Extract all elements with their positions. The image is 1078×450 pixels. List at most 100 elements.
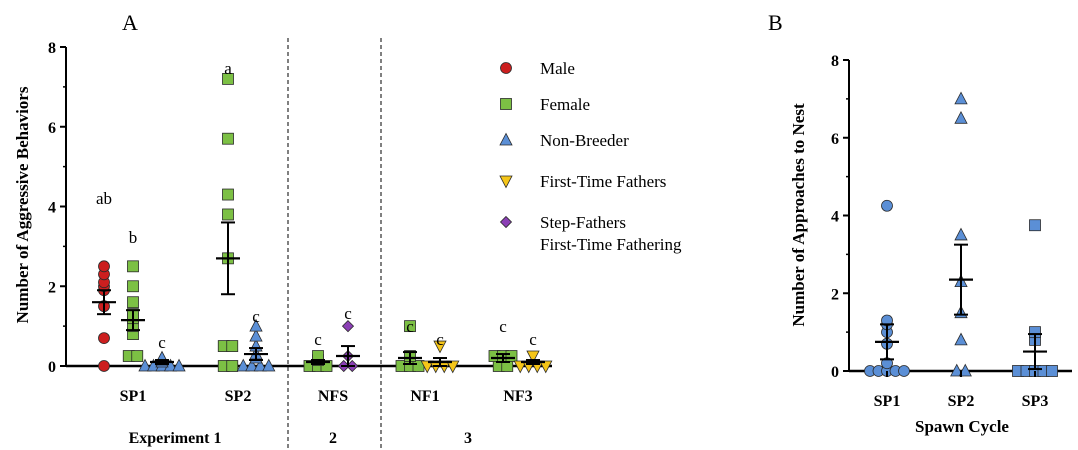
- significance-letter: c: [158, 333, 166, 352]
- legend-marker-step-fathers: [499, 215, 513, 229]
- significance-letter: c: [406, 317, 414, 336]
- panel-a-y-tick-label: 0: [48, 359, 56, 376]
- panel-b-y-tick-label: 8: [831, 53, 839, 70]
- panel-b-y-tick-label: 2: [831, 286, 839, 303]
- data-point: [127, 280, 139, 293]
- panel-b-series-sp1: [864, 199, 910, 377]
- data-point: [222, 188, 234, 201]
- legend-label-line2: First-Time Fathering: [540, 235, 682, 254]
- panel-b-series-sp3: [1012, 219, 1058, 377]
- panel-a-series-sp1-female: b: [121, 228, 145, 362]
- data-point: [222, 73, 234, 85]
- legend-marker-male: [500, 62, 512, 74]
- panel-a-y-tick-label: 4: [48, 200, 56, 217]
- panel-a-plot: 0 2 4 6 8 ab b c a c c c c c c c SP1 SP2 NFS NF1 NF3 Experime…: [48, 38, 553, 448]
- panel-a-y-tick-label: 8: [48, 40, 56, 57]
- data-point: [526, 350, 540, 364]
- panel-a-group-label: 2: [329, 430, 337, 447]
- data-point: [1046, 365, 1058, 377]
- data-point: [341, 320, 355, 333]
- panel-b-letter: B: [768, 10, 783, 35]
- panel-a-series-sp1-male: ab: [92, 189, 116, 372]
- panel-a-group-label: 3: [464, 430, 472, 447]
- data-point: [98, 332, 110, 344]
- legend-label: Male: [540, 59, 575, 78]
- panel-a-series-nfs-female: c: [303, 330, 333, 372]
- data-point: [98, 260, 110, 273]
- data-point: [236, 358, 250, 372]
- panel-b-x-axis-title: Spawn Cycle: [915, 417, 1009, 436]
- panel-a-y-tick-label: 6: [48, 120, 56, 137]
- panel-a-series-sp2-non-breeder: c: [236, 307, 276, 372]
- data-point: [172, 358, 186, 372]
- panel-b-y-tick-label: 4: [831, 209, 839, 226]
- data-point: [539, 360, 553, 374]
- data-point: [127, 260, 139, 273]
- panel-a-category-label-nf1: NF1: [410, 388, 439, 405]
- significance-letter: c: [529, 330, 537, 349]
- panel-a-letter: A: [122, 10, 138, 35]
- legend-label: Female: [540, 95, 590, 114]
- data-point: [253, 358, 267, 372]
- panel-b-y-tick-label: 6: [831, 131, 839, 148]
- panel-a-series-nf1-female: c: [395, 317, 425, 372]
- significance-letter: c: [252, 307, 260, 326]
- panel-a-series-nf3-first-time-fathers: c: [513, 330, 553, 374]
- panel-a-category-label-nf3: NF3: [503, 388, 532, 405]
- panel-a-category-label-nfs: NFS: [318, 388, 348, 405]
- significance-letter: c: [436, 330, 444, 349]
- data-point: [320, 360, 333, 372]
- data-point: [513, 360, 527, 374]
- data-point: [420, 360, 434, 374]
- data-point: [881, 199, 893, 212]
- panel-b-y-axis-title: Number of Approaches to Nest: [789, 103, 808, 327]
- panel-a-category-label-sp2: SP2: [225, 388, 252, 405]
- panel-b-plot: 0 2 4 6 8 SP1 SP2 SP3: [831, 53, 1072, 410]
- panel-b-y-tick-label: 0: [831, 364, 839, 381]
- panel-b-category-label-sp1: SP1: [874, 393, 901, 410]
- panel-b-category-label-sp2: SP2: [948, 393, 975, 410]
- data-point: [404, 320, 416, 333]
- significance-letter: c: [499, 317, 507, 336]
- panel-a-category-label-sp1: SP1: [120, 388, 147, 405]
- data-point: [446, 360, 460, 374]
- legend-label: Non-Breeder: [540, 131, 629, 150]
- data-point: [954, 110, 968, 124]
- data-point: [131, 350, 144, 362]
- data-point: [127, 296, 139, 309]
- panel-b-series-sp2: [949, 91, 973, 377]
- data-point: [226, 340, 239, 352]
- data-point: [138, 358, 152, 372]
- data-point: [954, 332, 968, 346]
- data-point: [950, 363, 964, 377]
- data-point: [898, 365, 910, 377]
- data-point: [226, 360, 239, 372]
- panel-a-legend: Male Female Non-Breeder First-Time Fathers S…: [499, 59, 682, 254]
- panel-a-group-label: Experiment 1: [129, 430, 222, 447]
- data-point: [222, 208, 234, 221]
- data-point: [954, 91, 968, 105]
- data-point: [954, 227, 968, 241]
- data-point: [433, 340, 447, 354]
- legend-marker-non-breeder: [499, 132, 513, 146]
- significance-letter: ab: [96, 189, 112, 208]
- panel-a-series-nf3-female: c: [488, 317, 518, 372]
- panel-a-series-nf1-first-time-fathers: c: [420, 330, 460, 374]
- panel-a-y-tick-label: 2: [48, 279, 56, 296]
- panel-a-series-sp2-female: a: [216, 59, 240, 372]
- legend-label: First-Time Fathers: [540, 172, 666, 191]
- data-point: [505, 350, 518, 362]
- data-point: [98, 360, 110, 372]
- data-point: [1029, 219, 1041, 232]
- legend-marker-first-time-fathers: [499, 175, 513, 189]
- significance-letter: c: [314, 330, 322, 349]
- data-point: [249, 318, 263, 332]
- panel-a-series-sp1-non-breeder: c: [138, 333, 186, 372]
- data-point: [222, 132, 234, 145]
- significance-letter: c: [344, 304, 352, 323]
- data-point: [245, 358, 259, 372]
- significance-letter: a: [224, 59, 232, 78]
- panel-a-y-axis-title: Number of Aggressive Behaviors: [13, 86, 32, 323]
- legend-marker-female: [500, 98, 512, 110]
